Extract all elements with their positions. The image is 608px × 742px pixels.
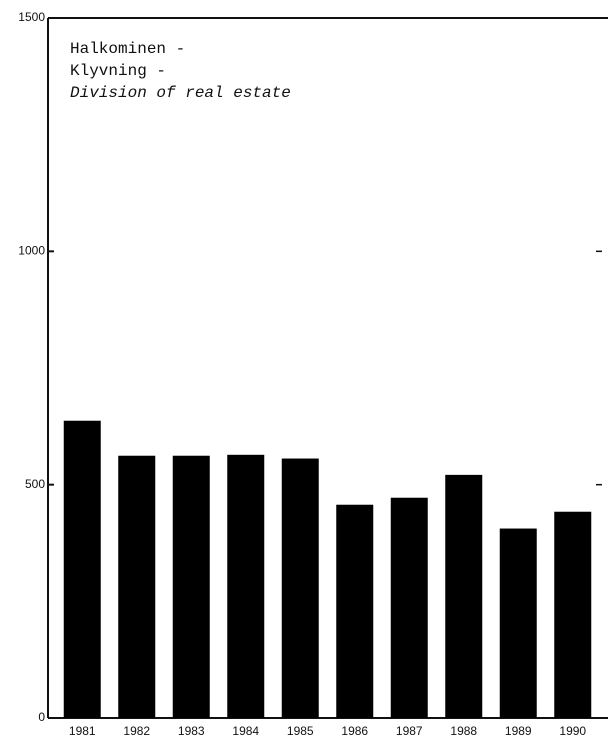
bar <box>281 458 319 718</box>
bar <box>554 511 592 718</box>
bar <box>336 504 374 718</box>
bar <box>63 420 101 718</box>
x-tick-label: 1988 <box>450 724 477 738</box>
x-tick-label: 1981 <box>69 724 96 738</box>
chart-title: Klyvning - <box>70 62 166 80</box>
x-tick-label: 1984 <box>232 724 259 738</box>
x-tick-label: 1990 <box>559 724 586 738</box>
chart-subtitle: Division of real estate <box>70 84 291 102</box>
bar <box>118 455 156 718</box>
bar <box>499 528 537 718</box>
bar <box>227 454 265 718</box>
x-tick-label: 1985 <box>287 724 314 738</box>
chart-title: Halkominen - <box>70 40 185 58</box>
y-tick-label: 0 <box>38 710 45 724</box>
bar <box>172 455 210 718</box>
y-tick-label: 1500 <box>18 10 45 24</box>
x-tick-label: 1983 <box>178 724 205 738</box>
x-tick-label: 1989 <box>505 724 532 738</box>
x-tick-label: 1987 <box>396 724 423 738</box>
x-tick-label: 1982 <box>123 724 150 738</box>
y-tick-label: 500 <box>25 477 45 491</box>
bar <box>390 497 428 718</box>
x-tick-label: 1986 <box>341 724 368 738</box>
y-tick-label: 1000 <box>18 244 45 258</box>
bar <box>445 474 483 718</box>
